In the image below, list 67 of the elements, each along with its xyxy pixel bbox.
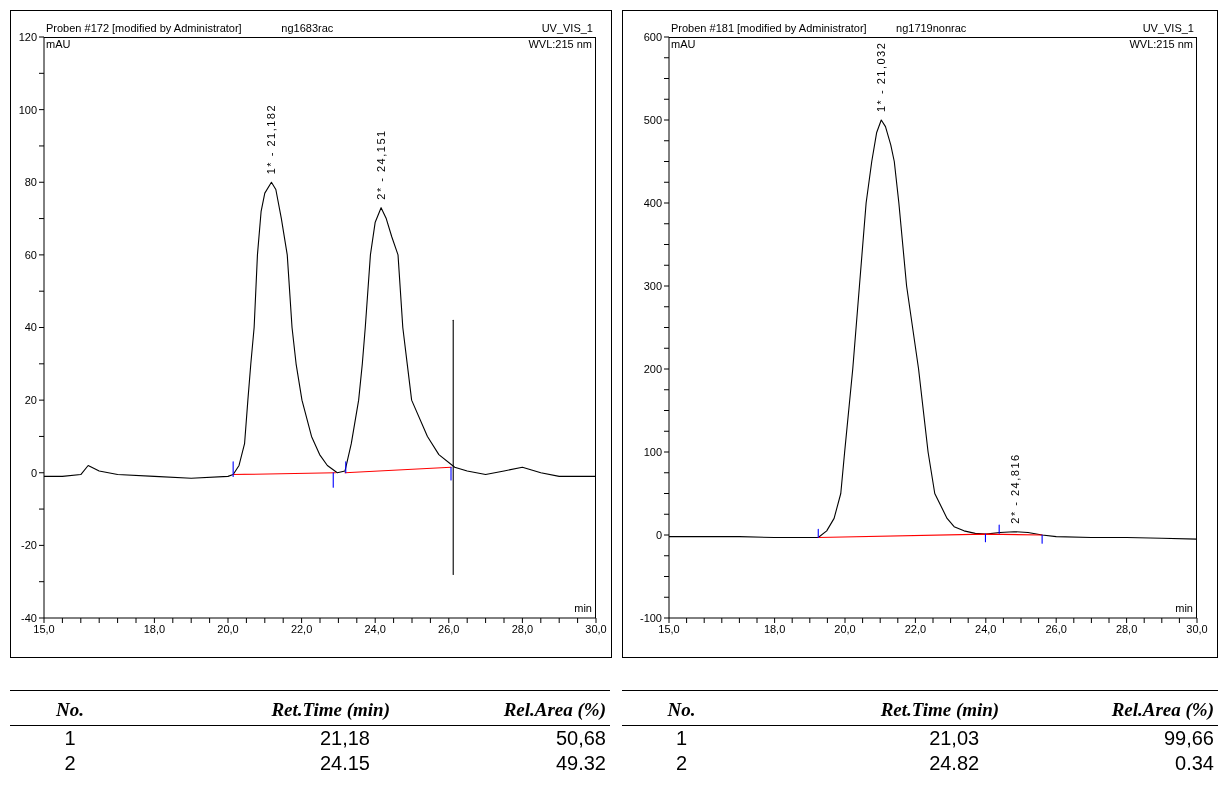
x-tick-label: 22,0	[290, 622, 313, 635]
x-tick-label: 22,0	[904, 622, 927, 635]
x-tick-label: 28,0	[511, 622, 534, 635]
x-axis-title: min	[574, 602, 592, 614]
y-axis-title: mAU	[671, 38, 696, 50]
y-tick-label: 100	[18, 103, 37, 116]
y-tick-label: 200	[643, 362, 662, 375]
text: 1	[63, 726, 77, 751]
annotation: 2* - 24,151	[374, 129, 387, 200]
text: 49.32	[554, 751, 607, 776]
text: 99,66	[1162, 726, 1215, 751]
text: Ret.Time (min)	[879, 698, 1001, 722]
y-tick-label: 100	[643, 445, 662, 458]
y-tick-label: 60	[24, 248, 37, 261]
text: 21,03	[928, 726, 981, 751]
y-tick-label: -100	[639, 611, 662, 624]
y-tick-label: 0	[655, 528, 662, 541]
text: Ret.Time (min)	[270, 698, 391, 722]
annotation: 1* - 21,182	[265, 103, 278, 175]
text: 24.15	[318, 751, 371, 776]
x-tick-label: 26,0	[1045, 622, 1067, 635]
x-tick-label: 20,0	[217, 622, 239, 635]
annotation: 2* - 24,816	[1008, 453, 1021, 524]
y-tick-label: 500	[643, 113, 662, 126]
annotation: 1* - 21,032	[875, 41, 888, 112]
x-tick-label: 24,0	[975, 622, 997, 635]
y-tick-label: 300	[643, 279, 662, 292]
text: 21,18	[318, 726, 371, 751]
annotation: WVL:215 nm	[1129, 38, 1193, 50]
y-tick-label: 600	[643, 30, 662, 43]
text: 24.82	[928, 751, 981, 776]
text: 0.34	[1174, 751, 1215, 776]
chart-title: Proben #181 [modified by Administrator]	[671, 22, 867, 34]
y-tick-label: 0	[30, 466, 37, 479]
x-tick-label: 30,0	[585, 622, 607, 635]
text: 2	[63, 751, 77, 776]
y-tick-label: 20	[24, 394, 37, 407]
y-axis-title: mAU	[46, 38, 71, 50]
chart-subtitle: ng1719nonrac	[896, 22, 967, 34]
text: UV_VIS_1	[541, 22, 593, 34]
y-tick-label: 40	[24, 321, 37, 334]
chart-subtitle: ng1683rac	[281, 22, 334, 34]
text: Rel.Area (%)	[1110, 698, 1215, 722]
y-tick-label: -20	[21, 539, 37, 552]
y-tick-label: 120	[18, 30, 37, 43]
x-tick-label: 26,0	[438, 622, 460, 635]
text: 1	[675, 726, 689, 751]
y-tick-label: -40	[21, 611, 37, 624]
text: No.	[55, 698, 85, 722]
x-axis-title: min	[1175, 602, 1193, 614]
x-tick-label: 20,0	[834, 622, 856, 635]
x-tick-label: 24,0	[364, 622, 386, 635]
text: Rel.Area (%)	[502, 698, 607, 722]
x-tick-label: 18,0	[143, 622, 166, 635]
y-tick-label: 80	[24, 176, 37, 189]
x-tick-label: 30,0	[1186, 622, 1208, 635]
text: 2	[675, 751, 689, 776]
chart-title: Proben #172 [modified by Administrator]	[46, 22, 242, 34]
text: No.	[666, 698, 697, 722]
x-tick-label: 15,0	[658, 622, 680, 635]
text: 50,68	[554, 726, 607, 751]
x-tick-label: 28,0	[1115, 622, 1138, 635]
x-tick-label: 18,0	[763, 622, 786, 635]
y-tick-label: 400	[643, 196, 662, 209]
x-tick-label: 15,0	[33, 622, 55, 635]
annotation: WVL:215 nm	[528, 38, 592, 50]
text: UV_VIS_1	[1142, 22, 1194, 34]
